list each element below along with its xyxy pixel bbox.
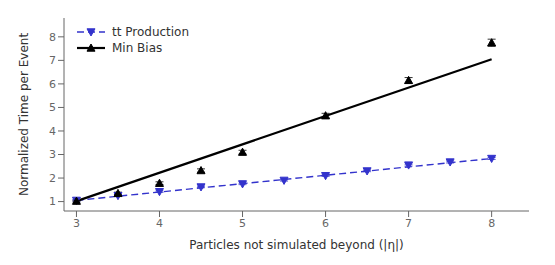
svg-text:Particles not simulated beyond: Particles not simulated beyond (|η|) [189, 238, 404, 252]
html-text:tt Production: tt Production [112, 25, 190, 39]
svg-text:7: 7 [49, 54, 56, 67]
svg-text:8: 8 [488, 217, 495, 230]
html-text:Min Bias: Min Bias [112, 41, 163, 55]
svg-text:3: 3 [49, 148, 56, 161]
svg-text:8: 8 [49, 31, 56, 44]
svg-text:7: 7 [405, 217, 412, 230]
svg-text:3: 3 [73, 217, 80, 230]
svg-text:5: 5 [49, 101, 56, 114]
svg-text:6: 6 [322, 217, 329, 230]
svg-text:1: 1 [49, 195, 56, 208]
svg-text:Normalized Time per Event: Normalized Time per Event [17, 33, 31, 196]
svg-text:5: 5 [239, 217, 246, 230]
svg-text:4: 4 [49, 125, 56, 138]
svg-text:4: 4 [156, 217, 163, 230]
svg-text:6: 6 [49, 78, 56, 91]
svg-text:2: 2 [49, 172, 56, 185]
